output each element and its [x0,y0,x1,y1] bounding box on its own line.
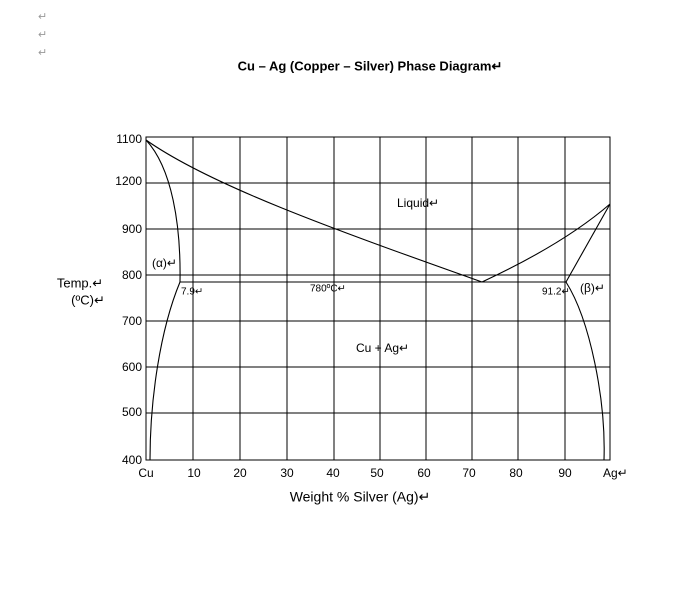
title: Cu – Ag (Copper – Silver) Phase Diagram↵ [238,58,503,73]
paragraph-mark: ↵ [38,47,47,59]
region-label: Liquid↵ [397,196,439,210]
y-tick-label: 800 [122,268,142,282]
x-tick-label: 70 [462,466,476,480]
x-axis-label: Weight % Silver (Ag)↵ [290,489,431,505]
paragraph-mark: ↵ [38,11,47,23]
y-tick-label: 1100 [116,132,142,146]
paragraph-mark: ↵ [38,29,47,41]
x-tick-label: 50 [370,466,384,480]
x-tick-label: 60 [417,466,431,480]
region-label: Cu + Ag↵ [356,341,409,355]
x-tick-label: 20 [233,466,247,480]
y-tick-label: 1200 [115,174,142,188]
y-axis-label: (ºC)↵ [71,292,105,307]
y-ticks: 1100 1200 900 800 700 600 500 400 [115,132,142,467]
x-tick-label: 80 [509,466,523,480]
annotation: 7.9↵ [181,287,203,298]
x-tick-label: 40 [326,466,340,480]
region-label: (α)↵ [152,256,177,270]
annotation: 91.2↵ [542,287,570,298]
x-tick-label: 10 [187,466,201,480]
x-tick-label: 90 [558,466,572,480]
annotation: 780ºC↵ [310,284,346,295]
y-tick-label: 600 [122,360,142,374]
x-tick-label: Ag↵ [603,466,628,480]
x-tick-label: Cu [138,466,153,480]
grid [145,136,611,461]
y-tick-label: 500 [122,405,142,419]
region-label: (β)↵ [580,281,605,295]
y-tick-label: 900 [122,222,142,236]
y-tick-label: 700 [122,314,142,328]
phase-boundaries [145,139,611,461]
x-ticks: Cu 10 20 30 40 50 60 70 80 90 Ag↵ [138,466,627,480]
y-axis-label: Temp.↵ [57,275,103,290]
y-tick-label: 400 [122,453,142,467]
x-tick-label: 30 [280,466,294,480]
